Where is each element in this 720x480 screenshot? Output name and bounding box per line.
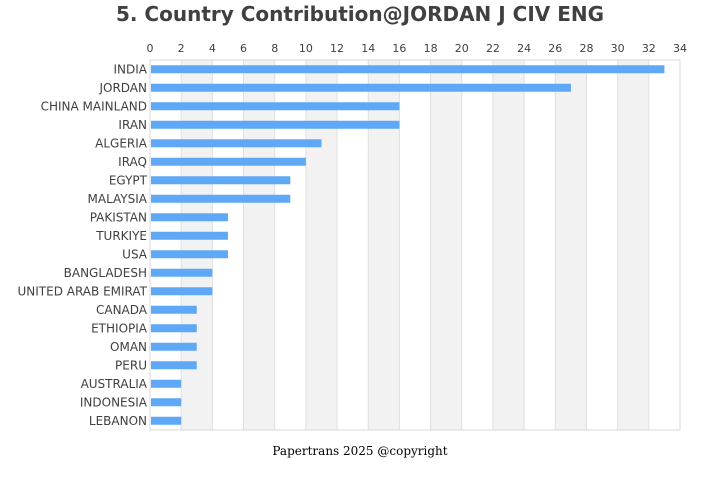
grid-band bbox=[181, 60, 213, 430]
category-label: IRAN bbox=[118, 118, 147, 132]
category-label: INDONESIA bbox=[80, 395, 148, 409]
category-label: PERU bbox=[115, 358, 147, 372]
category-label: ALGERIA bbox=[95, 136, 148, 150]
bar-peru bbox=[151, 361, 197, 370]
x-tick-label: 2 bbox=[178, 42, 185, 55]
x-tick-label: 34 bbox=[673, 42, 687, 55]
grid-band bbox=[368, 60, 400, 430]
bar-oman bbox=[151, 342, 197, 351]
bar-iran bbox=[151, 120, 400, 129]
bar-lebanon bbox=[151, 416, 182, 425]
bar-canada bbox=[151, 305, 197, 314]
category-label: USA bbox=[122, 247, 148, 261]
grid-band bbox=[243, 60, 275, 430]
bar-bangladesh bbox=[151, 268, 213, 277]
chart-title: 5. Country Contribution@JORDAN J CIV ENG bbox=[115, 2, 605, 26]
bar-indonesia bbox=[151, 398, 182, 407]
category-label: MALAYSIA bbox=[88, 192, 148, 206]
x-tick-label: 18 bbox=[424, 42, 438, 55]
plot-border bbox=[149, 59, 681, 431]
bar-iraq bbox=[151, 157, 306, 166]
category-label: ETHIOPIA bbox=[91, 321, 148, 335]
grid-band bbox=[617, 60, 649, 430]
x-tick-label: 30 bbox=[611, 42, 625, 55]
bar-egypt bbox=[151, 176, 291, 185]
grid-band bbox=[492, 60, 525, 430]
bar-turkiye bbox=[151, 231, 228, 240]
grid-band bbox=[555, 60, 587, 430]
x-tick-label: 0 bbox=[147, 42, 154, 55]
bar-india bbox=[151, 65, 665, 74]
category-label: OMAN bbox=[110, 340, 147, 354]
category-label: LEBANON bbox=[89, 414, 147, 428]
x-tick-label: 14 bbox=[361, 42, 375, 55]
bar-malaysia bbox=[151, 194, 291, 203]
category-label: CANADA bbox=[96, 303, 148, 317]
bar-australia bbox=[151, 379, 182, 388]
x-tick-label: 10 bbox=[299, 42, 313, 55]
category-label: TURKIYE bbox=[95, 229, 147, 243]
category-label: CHINA MAINLAND bbox=[41, 99, 147, 113]
grid-band bbox=[305, 60, 338, 430]
category-label: JORDAN bbox=[98, 81, 147, 95]
x-tick-label: 26 bbox=[548, 42, 562, 55]
category-label: IRAQ bbox=[118, 155, 147, 169]
bar-jordan bbox=[151, 83, 571, 92]
category-label: INDIA bbox=[113, 62, 147, 76]
x-tick-label: 16 bbox=[392, 42, 406, 55]
x-tick-label: 24 bbox=[517, 42, 531, 55]
category-label: AUSTRALIA bbox=[81, 377, 148, 391]
category-label: UNITED ARAB EMIRAT bbox=[17, 284, 147, 298]
grid-band bbox=[430, 60, 462, 430]
x-tick-label: 12 bbox=[330, 42, 344, 55]
x-tick-label: 6 bbox=[240, 42, 247, 55]
x-tick-label: 4 bbox=[209, 42, 216, 55]
category-label: EGYPT bbox=[109, 173, 148, 187]
bar-china-mainland bbox=[151, 102, 400, 111]
category-label: PAKISTAN bbox=[90, 210, 147, 224]
x-tick-label: 28 bbox=[579, 42, 593, 55]
bar-united-arab-emirat bbox=[151, 287, 213, 296]
bar-usa bbox=[151, 250, 228, 259]
bar-algeria bbox=[151, 139, 322, 148]
x-tick-label: 22 bbox=[486, 42, 500, 55]
copyright-footer: Papertrans 2025 @copyright bbox=[272, 444, 448, 458]
x-tick-label: 20 bbox=[455, 42, 469, 55]
bar-pakistan bbox=[151, 213, 228, 222]
bar-ethiopia bbox=[151, 324, 197, 333]
category-label: BANGLADESH bbox=[64, 266, 147, 280]
x-tick-label: 8 bbox=[271, 42, 278, 55]
x-tick-label: 32 bbox=[642, 42, 656, 55]
